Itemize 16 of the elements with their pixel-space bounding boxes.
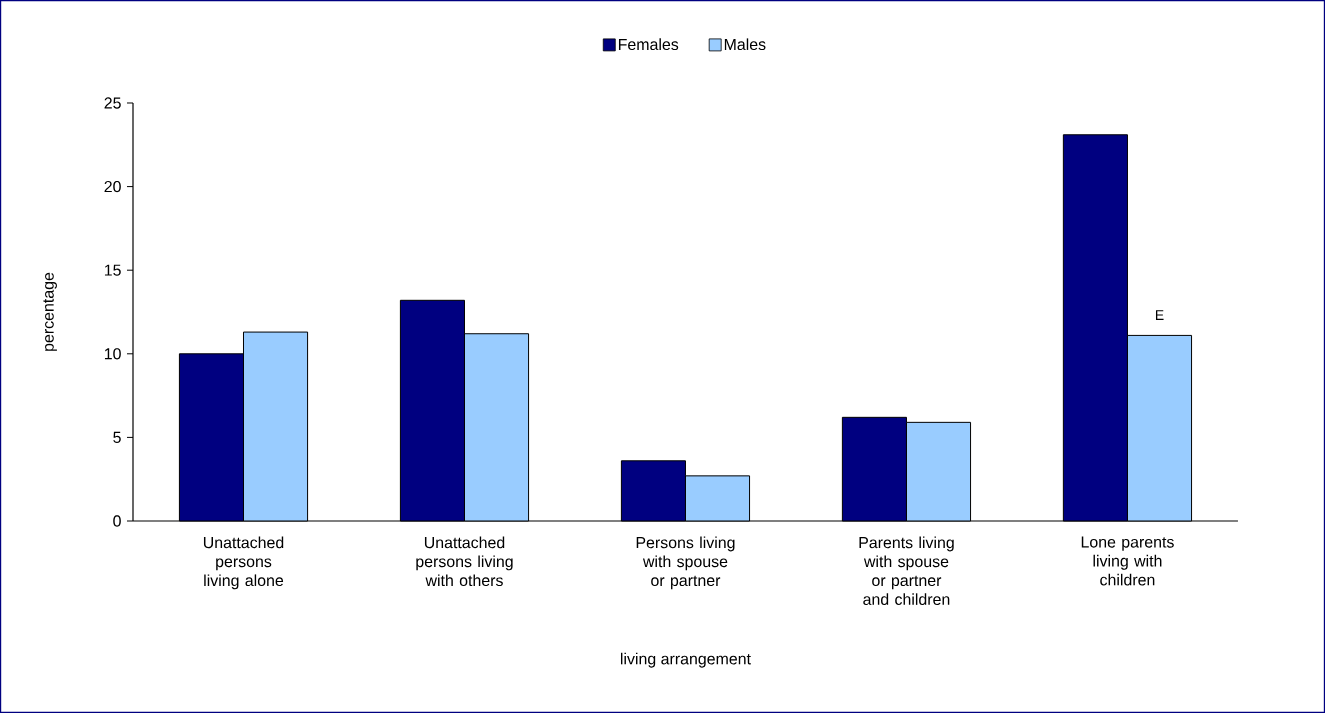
y-tick-label: 0: [113, 515, 121, 527]
x-axis-title: living arrangement: [620, 652, 751, 668]
y-axis-title: percentage: [43, 272, 57, 351]
y-tick-label: 15: [104, 264, 121, 276]
x-tick-label: Unattached persons living with others: [416, 536, 513, 587]
x-tick-label: Parents living with spouse or partner and children: [859, 536, 954, 606]
x-tick-label: Persons living with spouse or partner: [636, 536, 735, 590]
x-tick-label: Lone parents living with children: [1081, 536, 1174, 586]
y-tick-label: 5: [113, 431, 121, 443]
legend-label: Females: [618, 38, 679, 51]
y-tick-label: 10: [104, 348, 121, 360]
legend-label: Males: [724, 38, 766, 51]
annotation: E: [1155, 310, 1164, 320]
y-tick-label: 25: [104, 97, 121, 109]
x-tick-label: Unattached persons living alone: [203, 536, 284, 590]
y-tick-label: 20: [104, 180, 121, 193]
